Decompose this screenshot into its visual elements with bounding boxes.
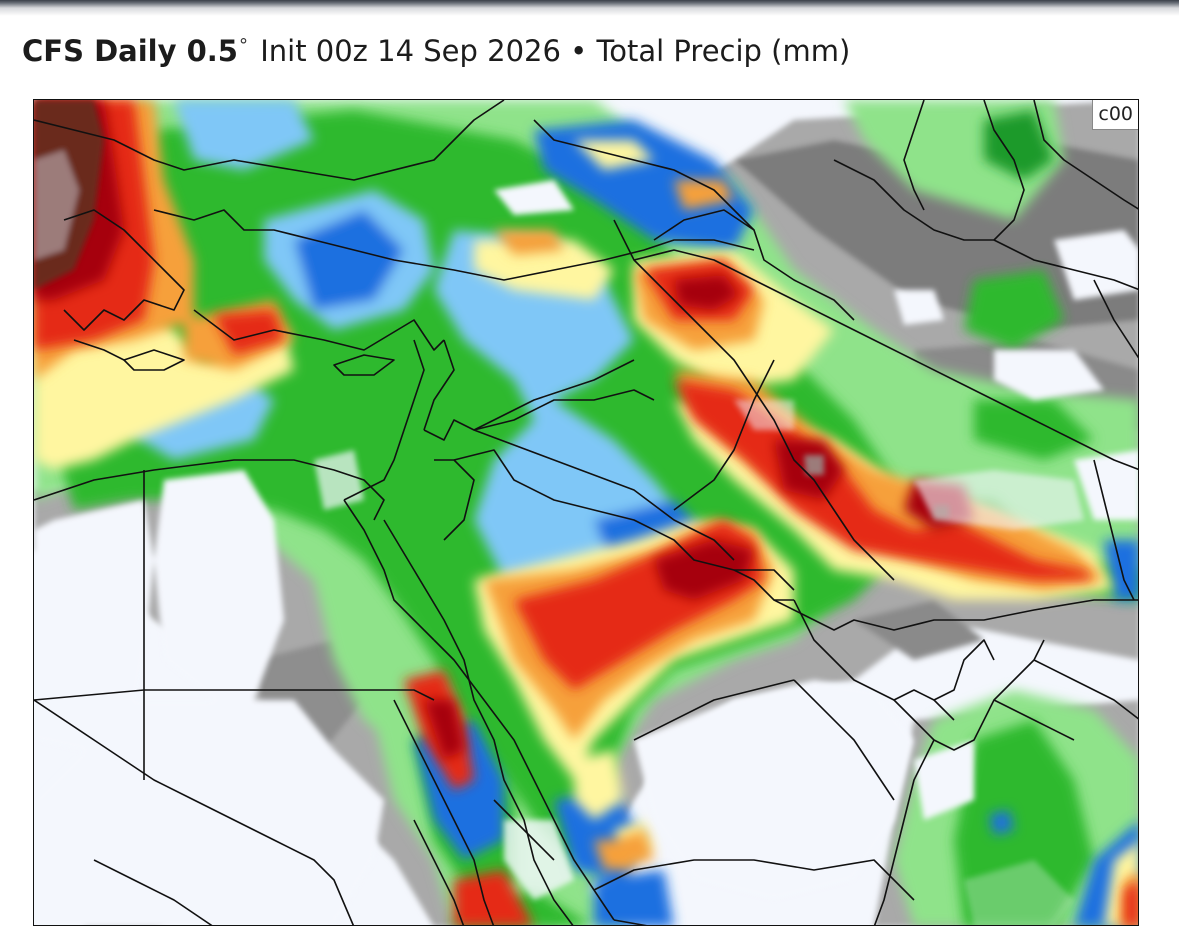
field-name: Total Precip (mm): [596, 34, 851, 68]
ensemble-member-label: c00: [1092, 100, 1138, 130]
dry-patches-layer: [34, 180, 1138, 925]
precip-map: c00: [33, 99, 1139, 926]
model-name: CFS Daily 0.5: [22, 34, 238, 68]
degree-symbol: °: [238, 35, 248, 56]
init-time: Init 00z 14 Sep 2026: [260, 34, 561, 68]
title-separator: •: [570, 34, 588, 68]
borders-layer: [34, 100, 1138, 925]
map-title: CFS Daily 0.5° Init 00z 14 Sep 2026 • To…: [22, 30, 850, 77]
window-top-bar: [0, 0, 1179, 16]
precip-map-canvas: [34, 100, 1138, 925]
